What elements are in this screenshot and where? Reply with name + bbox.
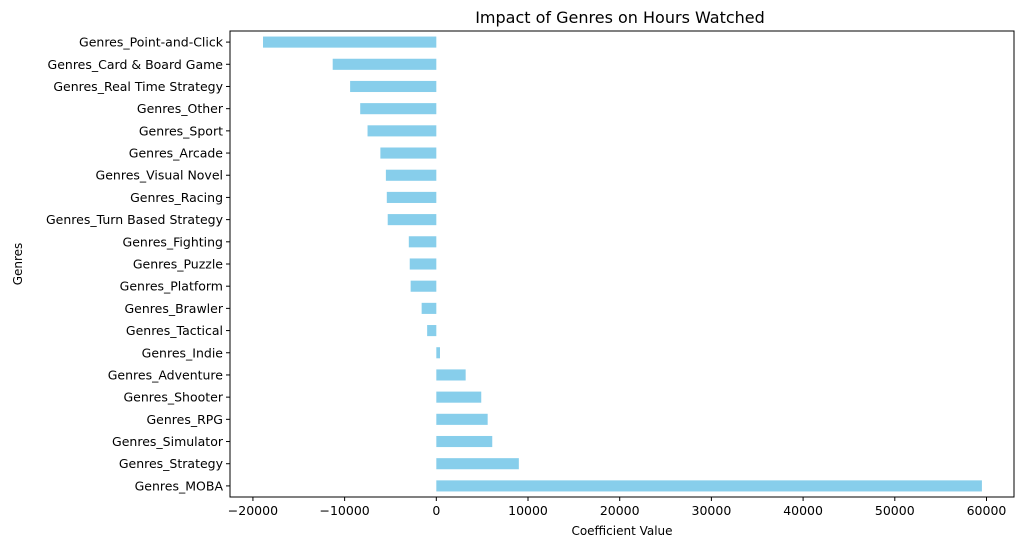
bar-genres-visual-novel xyxy=(385,169,437,181)
x-axis-label: Coefficient Value xyxy=(571,524,672,538)
y-axis-label: Genres xyxy=(11,243,25,286)
x-tick-label: −20000 xyxy=(228,503,278,518)
bar-genres-real-time-strategy xyxy=(350,80,437,93)
category-label: Genres_Point-and-Click xyxy=(79,35,224,50)
x-tick-label: 30000 xyxy=(692,503,732,518)
category-labels-group: Genres_Point-and-Click Genres_Card & Boar… xyxy=(46,35,230,493)
category-label: Genres_Arcade xyxy=(129,146,223,161)
bar-genres-indie xyxy=(436,347,440,359)
category-label: Genres_Shooter xyxy=(124,390,224,405)
bars-group xyxy=(263,36,982,492)
x-tick-label: 10000 xyxy=(508,503,548,518)
category-label: Genres_Tactical xyxy=(126,323,223,338)
category-label: Genres_RPG xyxy=(146,412,223,427)
bar-genres-arcade xyxy=(380,147,437,159)
bar-genres-tactical xyxy=(427,325,437,337)
category-label: Genres_Indie xyxy=(142,345,224,360)
category-label: Genres_Turn Based Strategy xyxy=(46,212,224,227)
x-tick-label: 0 xyxy=(432,503,440,518)
bar-genres-rpg xyxy=(436,413,488,425)
bar-genres-racing xyxy=(386,191,437,203)
category-label: Genres_Platform xyxy=(120,279,223,294)
bar-genres-point-and-click xyxy=(263,36,437,48)
x-tick-label: 20000 xyxy=(600,503,640,518)
category-label: Genres_Brawler xyxy=(124,301,223,316)
category-label: Genres_MOBA xyxy=(135,478,224,493)
x-tick-label: 40000 xyxy=(783,503,823,518)
bar-genres-brawler xyxy=(421,302,437,314)
x-tick-label: −10000 xyxy=(319,503,369,518)
category-label: Genres_Other xyxy=(137,101,224,116)
x-ticks-group: −20000 −10000 0 10000 20000 30000 40000 50000 60… xyxy=(228,497,1007,518)
bar-genres-fighting xyxy=(408,236,437,248)
x-tick-label: 60000 xyxy=(967,503,1007,518)
bar-genres-sport xyxy=(367,125,437,137)
bar-genres-turn-based-strategy xyxy=(387,214,437,226)
category-label: Genres_Strategy xyxy=(119,456,224,471)
plot-frame xyxy=(229,30,1015,498)
bar-genres-simulator xyxy=(436,435,493,448)
x-tick-label: 50000 xyxy=(875,503,915,518)
bar-genres-shooter xyxy=(436,391,482,403)
bar-genres-card-board-game xyxy=(332,58,437,70)
bar-genres-platform xyxy=(410,280,437,292)
category-label: Genres_Puzzle xyxy=(133,257,223,272)
category-label: Genres_Fighting xyxy=(123,234,223,249)
category-label: Genres_Visual Novel xyxy=(96,168,223,183)
category-label: Genres_Card & Board Game xyxy=(48,57,224,72)
chart-title: Impact of Genres on Hours Watched xyxy=(475,8,765,27)
bar-genres-puzzle xyxy=(409,258,437,270)
category-label: Genres_Simulator xyxy=(112,434,224,449)
category-label: Genres_Real Time Strategy xyxy=(53,79,223,94)
bar-genres-moba xyxy=(436,480,982,492)
category-label: Genres_Sport xyxy=(139,123,223,138)
category-label: Genres_Adventure xyxy=(108,367,224,382)
bar-genres-strategy xyxy=(436,458,519,470)
category-label: Genres_Racing xyxy=(130,190,223,205)
bar-genres-adventure xyxy=(436,369,466,381)
bar-genres-other xyxy=(360,103,437,115)
